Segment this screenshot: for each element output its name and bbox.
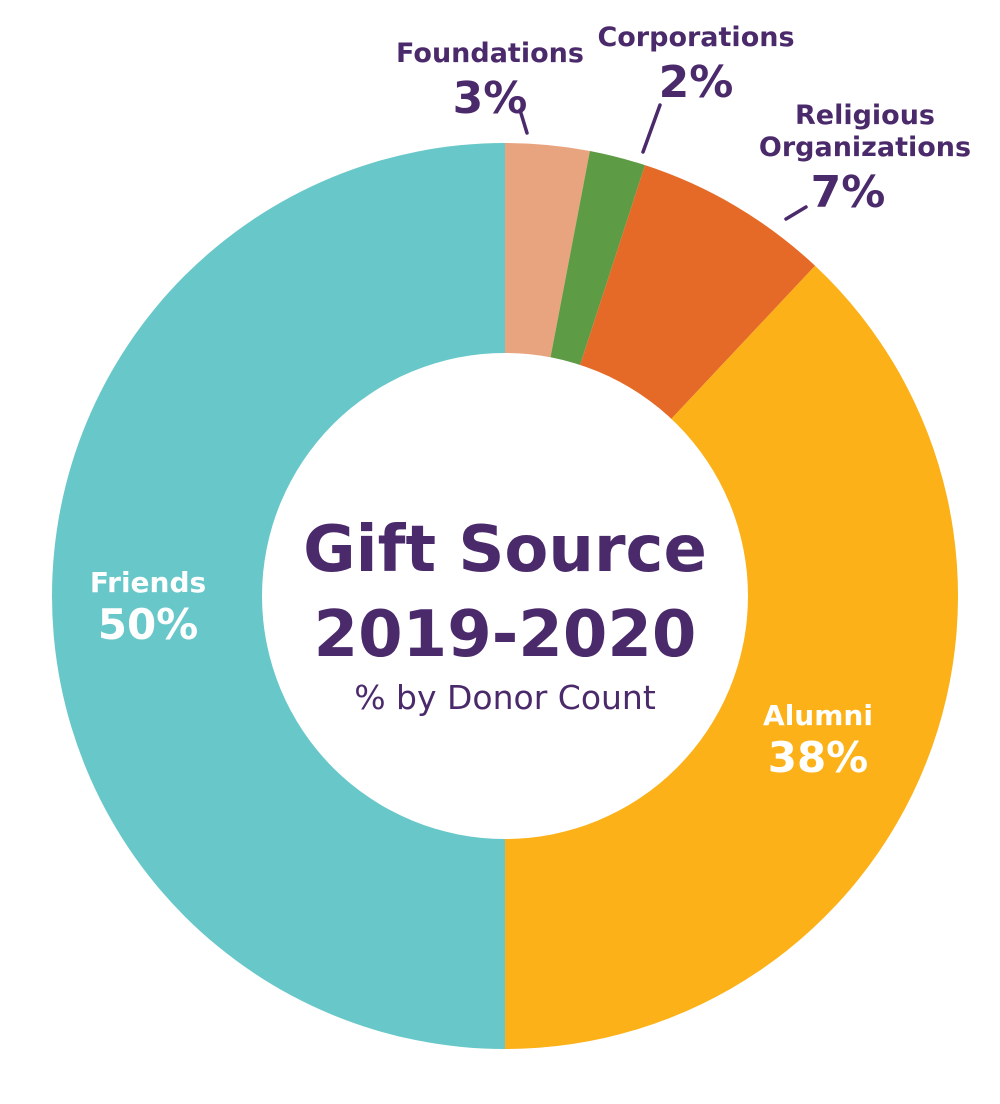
label-religious-organizations: Religious Organizations bbox=[759, 100, 971, 163]
label-corporations: Corporations bbox=[597, 22, 794, 53]
label-foundations: Foundations bbox=[396, 38, 584, 69]
value-label-foundations: 3% bbox=[453, 73, 528, 124]
donut-hole bbox=[262, 353, 748, 839]
leader-line-foundations bbox=[518, 108, 529, 135]
label-friends: Friends bbox=[90, 566, 206, 599]
leader-lines-group bbox=[518, 103, 808, 221]
leader-line-religious-organizations bbox=[784, 205, 808, 221]
chart-title-line2: 2019-2020 bbox=[314, 598, 697, 672]
value-label-friends: 50% bbox=[98, 600, 199, 649]
value-label-alumni: 38% bbox=[768, 733, 869, 782]
value-label-corporations: 2% bbox=[659, 57, 734, 108]
chart-title-line1: Gift Source bbox=[303, 513, 707, 587]
value-label-religious-organizations: 7% bbox=[811, 167, 886, 218]
leader-line-corporations bbox=[641, 103, 662, 154]
label-alumni: Alumni bbox=[763, 699, 873, 732]
slice-labels-group: Foundations 3% Corporations 2% Religious Orga… bbox=[90, 22, 971, 782]
chart-subtitle: % by Donor Count bbox=[354, 678, 656, 717]
